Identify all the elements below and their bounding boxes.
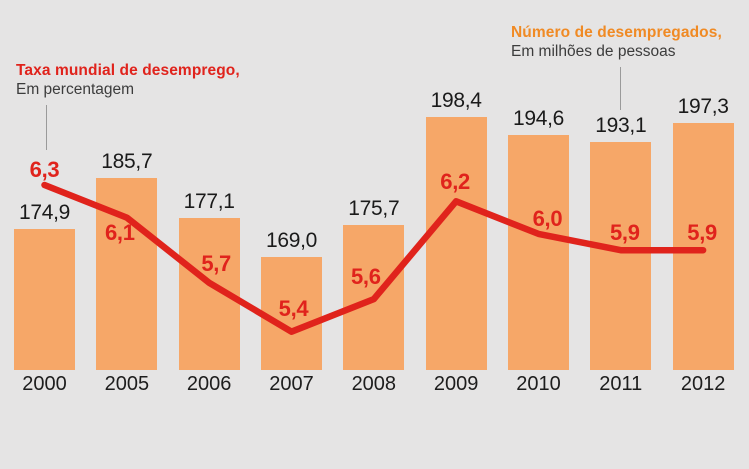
bar-series-title: Número de desempregados, xyxy=(511,24,722,41)
bar-2008 xyxy=(343,224,405,370)
line-series-legend: Taxa mundial de desemprego, Em percentag… xyxy=(16,61,240,99)
bar-2006 xyxy=(178,218,240,370)
line-legend-connector xyxy=(46,105,47,150)
bar-legend-connector xyxy=(620,67,621,110)
bar-series-subtitle: Em milhões de pessoas xyxy=(511,43,676,60)
bar-series-legend: Número de desempregados, Em milhões de p… xyxy=(511,23,722,61)
bar-2011 xyxy=(590,142,652,370)
bar-2012 xyxy=(672,122,734,370)
bar-2009 xyxy=(425,117,487,370)
bar-2000 xyxy=(14,228,75,370)
line-series-subtitle: Em percentagem xyxy=(16,81,135,98)
bar-2005 xyxy=(96,177,158,370)
line-series-title: Taxa mundial de desemprego, xyxy=(16,62,240,79)
bar-2010 xyxy=(507,135,569,370)
bar-2007 xyxy=(260,256,322,370)
